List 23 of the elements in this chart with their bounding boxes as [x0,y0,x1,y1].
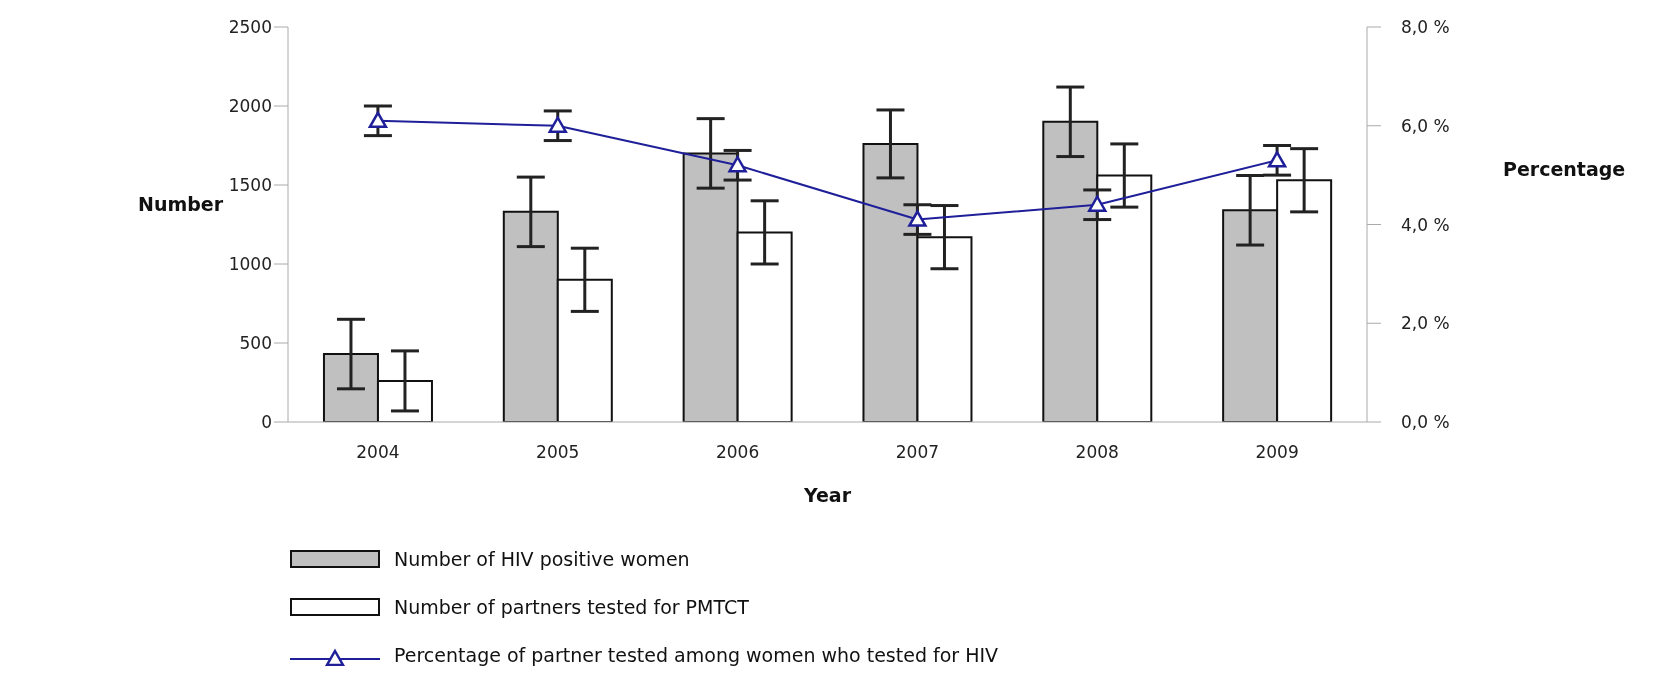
legend-label: Number of HIV positive women [394,548,690,570]
y-tick-label: 2500 [228,17,272,38]
y2-tick-label: 8,0 % [1401,17,1450,38]
y2-axis-title: Percentage [1503,158,1626,180]
y-tick-label: 0 [261,412,272,433]
y2-tick-label: 2,0 % [1401,313,1450,334]
y-tick-label: 500 [239,333,272,354]
y2-tick-label: 6,0 % [1401,115,1450,136]
y2-tick-label: 0,0 % [1401,412,1450,433]
y-tick-label: 2000 [228,96,272,117]
x-tick-label: 2007 [895,442,940,463]
x-tick-label: 2006 [715,442,760,463]
y2-tick-label: 4,0 % [1401,214,1450,235]
x-tick-label: 2008 [1075,442,1119,463]
x-tick-label: 2005 [536,442,580,463]
x-axis-title: Year [802,484,852,506]
legend-label: Number of partners tested for PMTCT [394,596,749,618]
x-tick-label: 2009 [1255,442,1299,463]
y-axis-title: Number [138,193,224,215]
legend-label: Percentage of partner tested among women who tested for HIV [394,644,999,666]
y-tick-label: 1000 [228,254,272,275]
x-tick-label: 2004 [356,442,400,463]
y-tick-label: 1500 [228,175,272,196]
